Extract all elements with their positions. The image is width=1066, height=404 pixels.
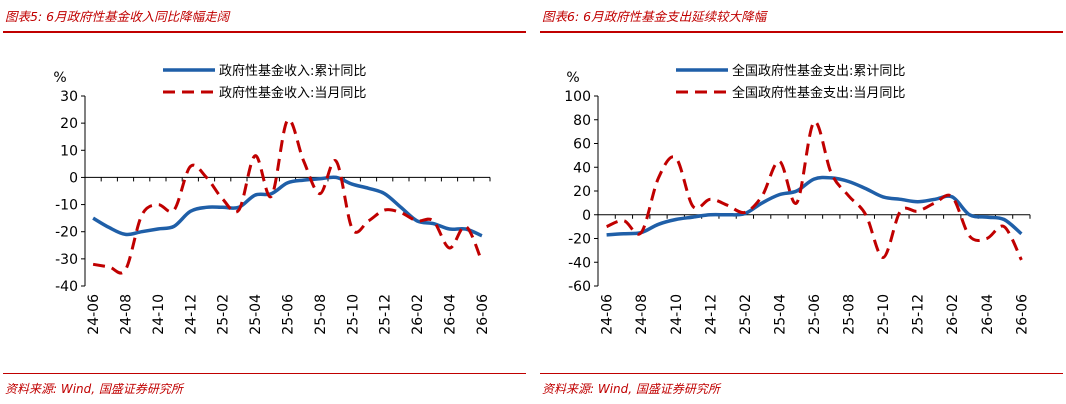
expenditure-chart: 100 80 60 40 20 0 -20 -40 -60% 24-06 24-08 24-10 24-…	[564, 63, 1031, 335]
x-tick-label: 24-06	[600, 294, 616, 335]
x-tick-label: 24-08	[119, 294, 135, 335]
y-tick-label: 40	[573, 160, 591, 176]
y-tick-label: -60	[568, 279, 591, 295]
legend-label: 全国政府性基金支出:累计同比	[732, 63, 905, 79]
x-tick-label: 24-06	[86, 294, 102, 335]
y-tick-label: -40	[55, 279, 78, 295]
x-tick-label: 25-06	[807, 294, 823, 335]
cumulative-series-line	[606, 175, 1023, 237]
y-tick-label: 20	[60, 116, 78, 132]
x-tick-label: 26-02	[945, 294, 961, 335]
y-axis-label: %	[53, 70, 66, 86]
monthly-series-line	[92, 118, 484, 275]
y-tick-label: 10	[60, 143, 78, 159]
title-rule	[3, 31, 526, 33]
legend-label: 全国政府性基金支出:当月同比	[732, 85, 905, 101]
y-tick-label: 100	[564, 89, 591, 105]
x-tick-label: 24-12	[183, 294, 199, 335]
x-tick-label: 25-06	[281, 294, 297, 335]
x-tick-label: 24-12	[703, 294, 719, 335]
title-rule	[540, 31, 1063, 33]
y-tick-label: 80	[573, 113, 591, 129]
y-tick-label: -30	[55, 252, 78, 268]
x-tick-label: 25-08	[842, 294, 858, 335]
legend-label: 政府性基金收入:当月同比	[219, 85, 366, 101]
monthly-series-line	[606, 120, 1023, 261]
y-tick-label: -20	[55, 225, 78, 241]
source-note: 资料来源: Wind, 国盛证券研究所	[5, 382, 183, 396]
y-axis-label: %	[566, 70, 579, 86]
y-tick-label: 0	[69, 170, 78, 186]
y-tick-label: 20	[573, 184, 591, 200]
x-tick-label: 26-04	[980, 294, 996, 335]
x-tick-label: 25-12	[378, 294, 394, 335]
y-tick-label: 30	[60, 89, 78, 105]
source-rule	[540, 373, 1063, 374]
x-tick-label: 25-02	[216, 294, 232, 335]
y-tick-label: 0	[582, 208, 591, 224]
y-tick-label: -10	[55, 198, 78, 214]
legend-label: 政府性基金收入:累计同比	[219, 63, 366, 79]
x-tick-label: 25-08	[313, 294, 329, 335]
chart-title: 图表6: 6月政府性基金支出延续较大降幅	[542, 9, 767, 24]
chart-title: 图表5: 6月政府性基金收入同比降幅走阔	[5, 9, 230, 24]
revenue-chart: 30 20 10 0 -10 -20 -30 -40% 24-06 24-08 24-10 24-12…	[53, 63, 491, 335]
y-tick-label: 60	[573, 137, 591, 153]
cumulative-series-line	[92, 175, 483, 238]
x-tick-label: 25-12	[911, 294, 927, 335]
left-panel: 图表5: 6月政府性基金收入同比降幅走阔 30 20 10 0 -10 -20 -30 -40…	[3, 0, 526, 404]
x-tick-label: 26-02	[410, 294, 426, 335]
right-panel: 图表6: 6月政府性基金支出延续较大降幅 100 80 60 40 20 0 -20 -40 -…	[540, 0, 1063, 404]
x-tick-label: 25-04	[772, 294, 788, 335]
x-tick-label: 25-02	[738, 294, 754, 335]
x-tick-label: 24-08	[634, 294, 650, 335]
y-tick-label: -40	[568, 255, 591, 271]
source-rule	[3, 373, 526, 374]
x-tick-label: 25-10	[876, 294, 892, 335]
x-tick-label: 26-04	[443, 294, 459, 335]
y-tick-label: -20	[568, 232, 591, 248]
x-tick-label: 24-10	[669, 294, 685, 335]
source-note: 资料来源: Wind, 国盛证券研究所	[542, 382, 720, 396]
x-tick-label: 25-10	[345, 294, 361, 335]
x-tick-label: 24-10	[151, 294, 167, 335]
x-tick-label: 26-06	[1014, 294, 1030, 335]
x-tick-label: 26-06	[475, 294, 491, 335]
x-tick-label: 25-04	[248, 294, 264, 335]
